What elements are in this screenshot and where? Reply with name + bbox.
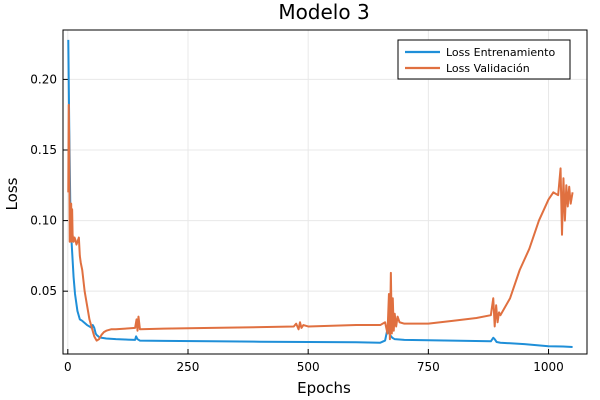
series-line-entrenamiento	[67, 39, 573, 348]
x-tick-label: 500	[297, 360, 320, 374]
x-tick-label: 250	[177, 360, 200, 374]
y-axis-ticks: 0.05 0.10 0.15 0.20	[30, 72, 68, 298]
y-tick-label: 0.10	[30, 214, 57, 228]
y-tick-label: 0.20	[30, 72, 57, 86]
series-layer	[67, 39, 574, 348]
x-tick-label: 0	[64, 360, 72, 374]
y-tick-label: 0.15	[30, 143, 57, 157]
x-axis-label: Epochs	[297, 379, 351, 397]
x-axis-ticks: 0 250 500 750 1000	[64, 349, 564, 374]
legend-box	[397, 39, 571, 80]
plot-area: 0 250 500 750 1000 0.05 0.10 0.15 0.20	[30, 29, 588, 374]
series-line-validacion	[67, 103, 574, 342]
x-tick-label: 1000	[533, 360, 564, 374]
legend: Loss Entrenamiento Loss Validación	[397, 39, 571, 80]
y-axis-label: Loss	[3, 177, 21, 210]
x-tick-label: 750	[417, 360, 440, 374]
chart-title: Modelo 3	[278, 0, 369, 24]
legend-label-validacion: Loss Validación	[446, 62, 530, 75]
legend-label-entrenamiento: Loss Entrenamiento	[446, 46, 555, 59]
y-tick-label: 0.05	[30, 284, 57, 298]
plot-frame	[62, 29, 588, 355]
